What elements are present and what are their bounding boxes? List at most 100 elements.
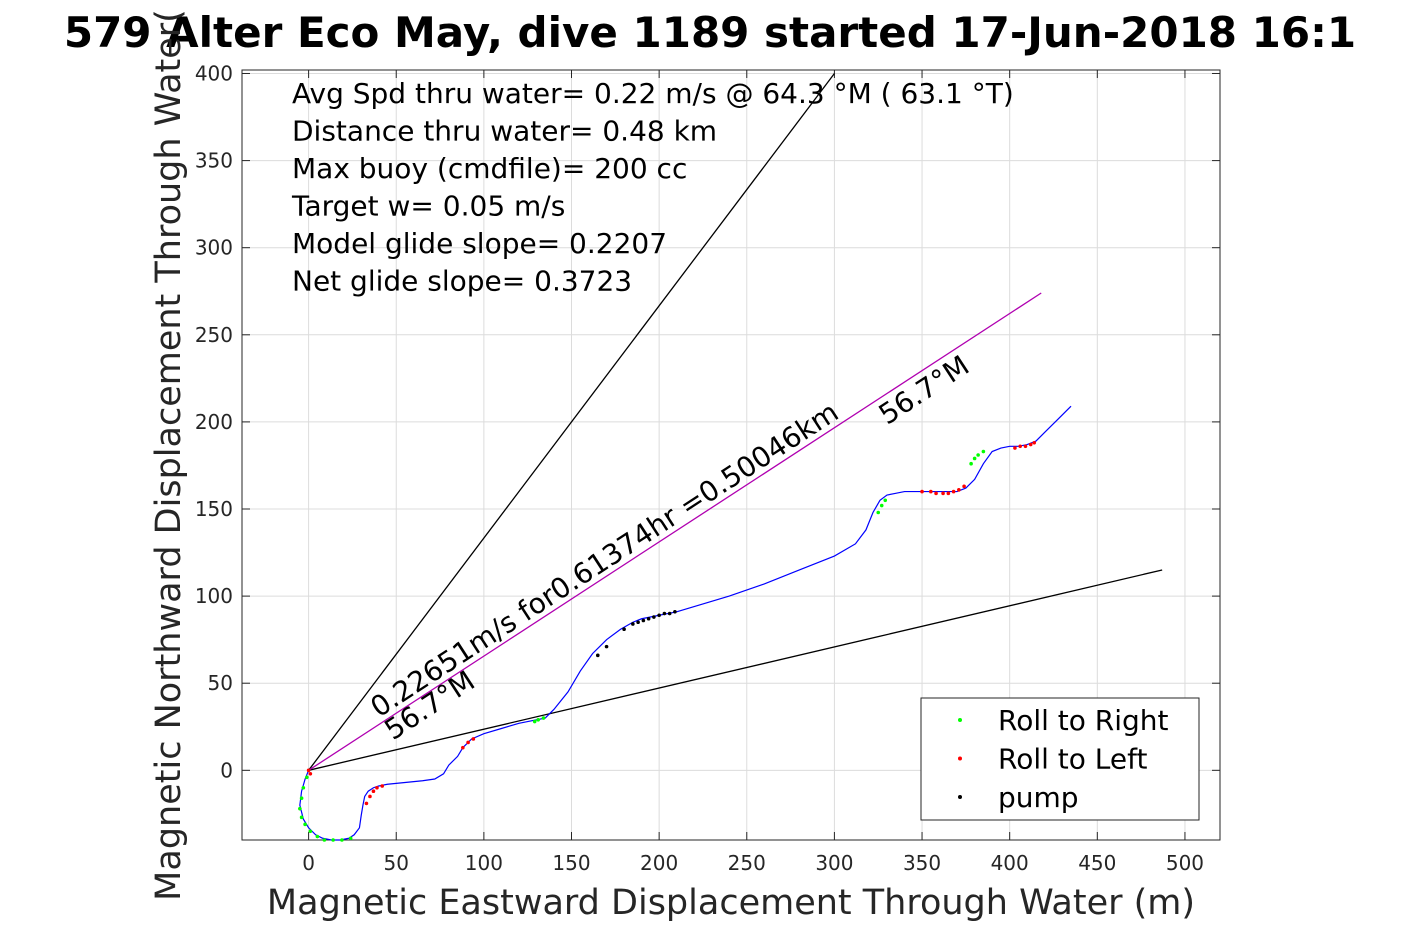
legend-marker [958,718,962,722]
x-tick-label: 300 [815,851,853,875]
y-axis-label: Magnetic Northward Displacement Through … [149,9,189,901]
roll-right-marker [322,838,327,842]
x-tick-label: 200 [640,851,678,875]
x-tick-label: 150 [552,851,590,875]
roll-left-marker [1032,441,1037,445]
line-labels: 0.22651m/s for0.61374hr =0.50046km 56.7°M… [365,349,976,747]
stats-line: Distance thru water= 0.48 km [292,115,717,148]
roll-left-marker [946,491,951,496]
y-tick-label: 150 [195,497,233,521]
chart-title: 579 Alter Eco May, dive 1189 started 17-… [64,8,1356,57]
stats-line: Model glide slope= 0.2207 [292,227,667,260]
x-tick-label: 350 [903,851,941,875]
pump-marker [631,622,635,626]
x-tick-label: 100 [465,851,503,875]
upper-bound-line [308,73,835,771]
y-tick-label: 0 [220,758,233,782]
roll-left-marker [1018,444,1022,449]
roll-right-marker [331,838,335,842]
roll-left-marker [466,740,470,745]
roll-right-marker [299,815,304,820]
roll-left-marker [1028,442,1033,447]
y-tick-label: 200 [195,410,233,434]
roll-left-marker [371,789,376,794]
pump-marker [641,618,646,623]
y-tick-label: 250 [195,323,233,347]
roll-left-marker [471,737,476,741]
roll-left-marker [1023,444,1028,449]
line-label: 56.7°M [873,349,975,432]
roll-left-marker [364,801,369,806]
stats-line: Target w= 0.05 m/s [291,190,565,223]
x-tick-label: 450 [1078,851,1116,875]
roll-right-marker [301,785,306,790]
stats-line: Max buoy (cmdfile)= 200 cc [292,152,687,185]
y-tick-label: 400 [195,61,233,85]
roll-left-marker [934,491,938,496]
pump-marker [652,615,656,619]
y-tick-label: 50 [208,671,233,695]
roll-left-marker [461,745,465,750]
reference-lines [308,73,1163,771]
roll-right-marker [298,806,302,811]
roll-left-marker [368,794,372,799]
roll-left-marker [951,489,956,494]
pump-marker [667,611,672,616]
y-tick-label: 350 [195,149,233,173]
roll-left-marker [962,484,966,489]
pump-marker [636,620,640,625]
roll-right-marker [972,456,977,461]
lower-bound-line [308,569,1163,771]
roll-right-marker [348,836,353,841]
roll-right-marker [340,838,344,842]
roll-left-marker [957,488,961,492]
roll-right-marker [315,834,320,839]
roll-left-marker [941,491,945,496]
stats-line: Net glide slope= 0.3723 [292,265,632,298]
legend-label: Roll to Left [998,743,1147,776]
roll-right-marker [969,461,973,466]
x-tick-label: 0 [302,851,315,875]
roll-right-marker [536,717,541,722]
roll-left-marker [375,785,379,790]
heading-line [308,292,1042,771]
roll-right-marker [976,453,980,457]
pump-marker [622,627,626,632]
roll-left-marker [929,489,933,494]
roll-right-marker [303,822,307,827]
pump-marker [662,611,667,616]
roll-right-marker [879,503,884,508]
roll-left-marker [1013,446,1017,450]
legend-box [920,697,1200,821]
x-tick-label: 250 [728,851,766,875]
pump-marker [595,653,600,658]
x-axis-label: Magnetic Eastward Displacement Through W… [267,883,1195,923]
y-tick-label: 300 [195,236,233,260]
legend-label: Roll to Right [998,704,1169,737]
roll-right-marker [883,498,888,503]
y-tick-label: 100 [195,584,233,608]
roll-right-marker [308,829,313,834]
legend-marker [958,756,962,761]
x-tick-label: 400 [991,851,1029,875]
roll-left-marker [380,784,385,788]
pump-marker [673,609,677,614]
stats-line: Avg Spd thru water= 0.22 m/s @ 64.3 °M (… [292,77,1014,110]
markers-layer [298,441,1037,842]
roll-right-marker [541,716,546,720]
legend-label: pump [998,781,1079,814]
legend: Roll to Right Roll to Left pump [920,697,1200,821]
plot-area [241,69,1221,841]
roll-right-marker [299,796,304,800]
line-label: 0.22651m/s for0.61374hr =0.50046km [365,395,845,724]
pump-marker [604,644,609,649]
roll-right-marker [876,510,881,515]
roll-right-marker [532,719,537,724]
roll-left-marker [920,489,924,494]
x-tick-label: 500 [1166,851,1204,875]
x-tick-label: 50 [384,851,409,875]
roll-right-marker [981,449,986,454]
roll-right-marker [305,775,309,780]
legend-marker [958,795,962,799]
